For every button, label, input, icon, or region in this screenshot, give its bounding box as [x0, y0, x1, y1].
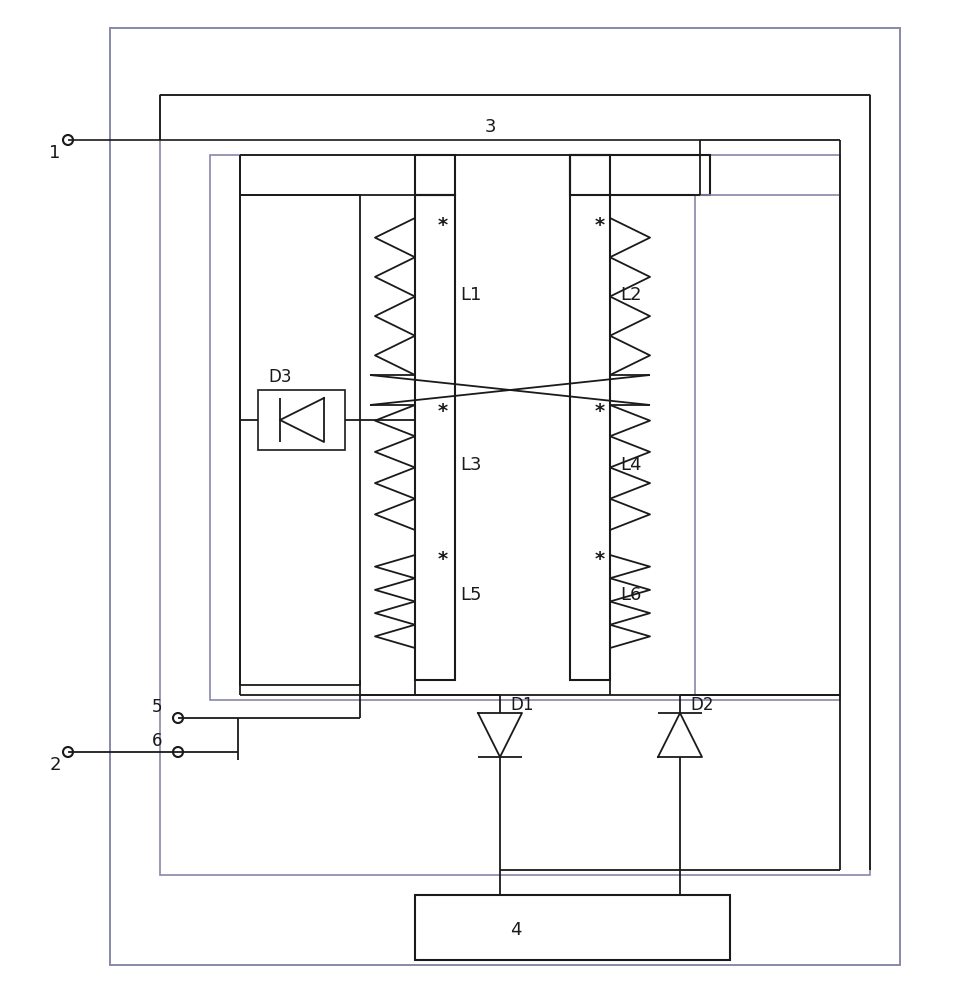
Bar	[210, 155, 840, 700]
Text: L3: L3	[460, 456, 481, 474]
Bar	[415, 895, 730, 960]
Circle shape	[173, 713, 183, 723]
Bar	[570, 155, 710, 195]
Text: 2: 2	[50, 756, 60, 774]
Text: *: *	[438, 402, 448, 422]
Text: *: *	[438, 216, 448, 234]
Bar	[258, 390, 345, 450]
Text: L1: L1	[460, 286, 481, 304]
Text: *: *	[595, 402, 605, 422]
Text: D2: D2	[690, 696, 714, 714]
Circle shape	[63, 135, 73, 145]
Text: 6: 6	[152, 732, 162, 750]
Bar	[110, 28, 900, 965]
Circle shape	[63, 747, 73, 757]
Bar	[415, 195, 455, 680]
Text: L6: L6	[620, 586, 641, 604]
Bar	[415, 155, 455, 195]
Bar	[160, 95, 870, 875]
Text: L4: L4	[620, 456, 642, 474]
Circle shape	[173, 747, 183, 757]
Text: D1: D1	[510, 696, 534, 714]
Bar	[695, 195, 840, 695]
Text: *: *	[595, 216, 605, 234]
Text: *: *	[595, 550, 605, 570]
Text: 3: 3	[484, 118, 496, 136]
Text: 5: 5	[152, 698, 162, 716]
Text: L5: L5	[460, 586, 481, 604]
Text: *: *	[438, 550, 448, 570]
Bar	[240, 195, 360, 685]
Text: 4: 4	[510, 921, 521, 939]
Text: 1: 1	[50, 144, 60, 162]
Text: L2: L2	[620, 286, 642, 304]
Text: D3: D3	[268, 368, 291, 386]
Bar	[570, 155, 610, 680]
